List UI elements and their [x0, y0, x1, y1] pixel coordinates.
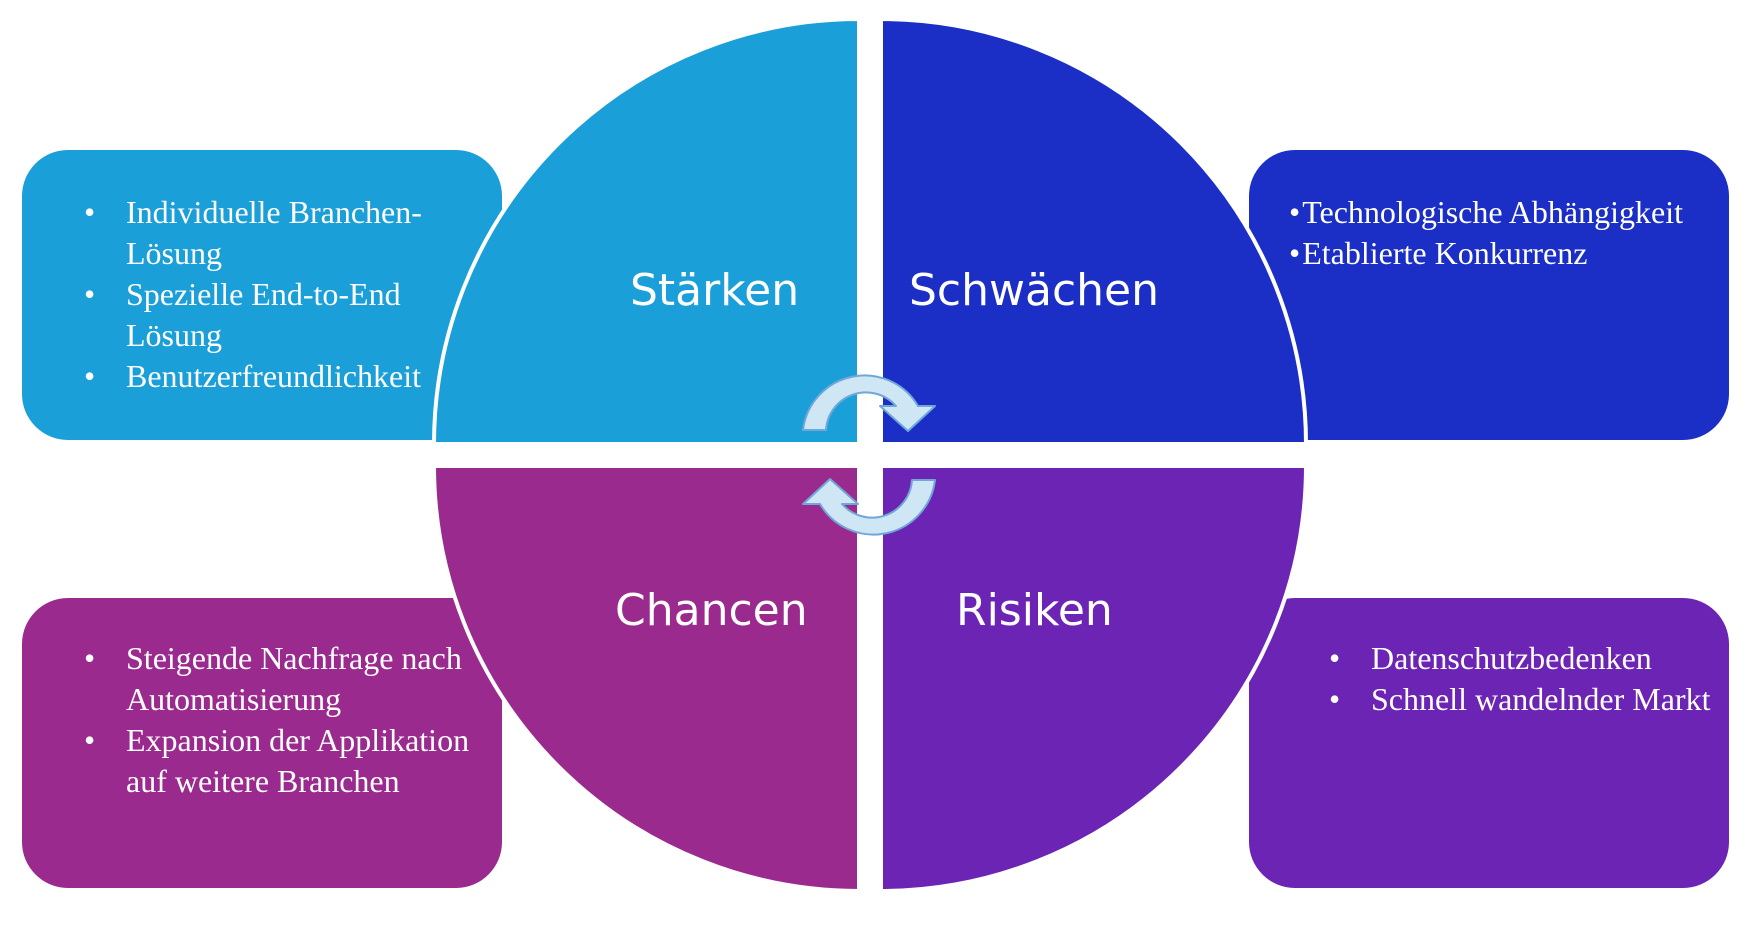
schwaechen-item: •Technologische Abhängigkeit	[1289, 192, 1729, 233]
chancen-item: Expansion der Applikation auf weitere Br…	[44, 720, 502, 802]
staerken-item: Benutzerfreundlichkeit	[44, 356, 502, 397]
chancen-box: Steigende Nachfrage nach Automatisierung…	[22, 598, 502, 888]
staerken-box: Individuelle Branchen-Lösung Spezielle E…	[22, 150, 502, 440]
staerken-item: Spezielle End-to-End Lösung	[44, 274, 502, 356]
bullet-mark: •	[1289, 194, 1301, 230]
schwaechen-item-text: Etablierte Konkurrenz	[1302, 235, 1588, 271]
schwaechen-box: •Technologische Abhängigkeit •Etablierte…	[1249, 150, 1729, 440]
bullet-mark: •	[1289, 235, 1301, 271]
quadrant-schwaechen	[879, 17, 1308, 446]
quadrant-chancen	[432, 464, 861, 893]
cycle-arrow-bottom-icon	[802, 478, 936, 536]
cycle-arrow-top-icon	[802, 374, 936, 432]
label-chancen: Chancen	[615, 585, 808, 636]
quadrant-staerken	[432, 17, 861, 446]
label-schwaechen: Schwächen	[909, 265, 1159, 316]
label-risiken: Risiken	[956, 585, 1113, 636]
schwaechen-item-text: Technologische Abhängigkeit	[1302, 194, 1683, 230]
chancen-item: Steigende Nachfrage nach Automatisierung	[44, 638, 502, 720]
risiken-item: Schnell wandelnder Markt	[1289, 679, 1729, 720]
quadrant-risiken	[879, 464, 1308, 893]
label-staerken: Stärken	[630, 265, 800, 316]
staerken-item: Individuelle Branchen-Lösung	[44, 192, 502, 274]
schwaechen-item: •Etablierte Konkurrenz	[1289, 233, 1729, 274]
risiken-box: Datenschutzbedenken Schnell wandelnder M…	[1249, 598, 1729, 888]
risiken-item: Datenschutzbedenken	[1289, 638, 1729, 679]
